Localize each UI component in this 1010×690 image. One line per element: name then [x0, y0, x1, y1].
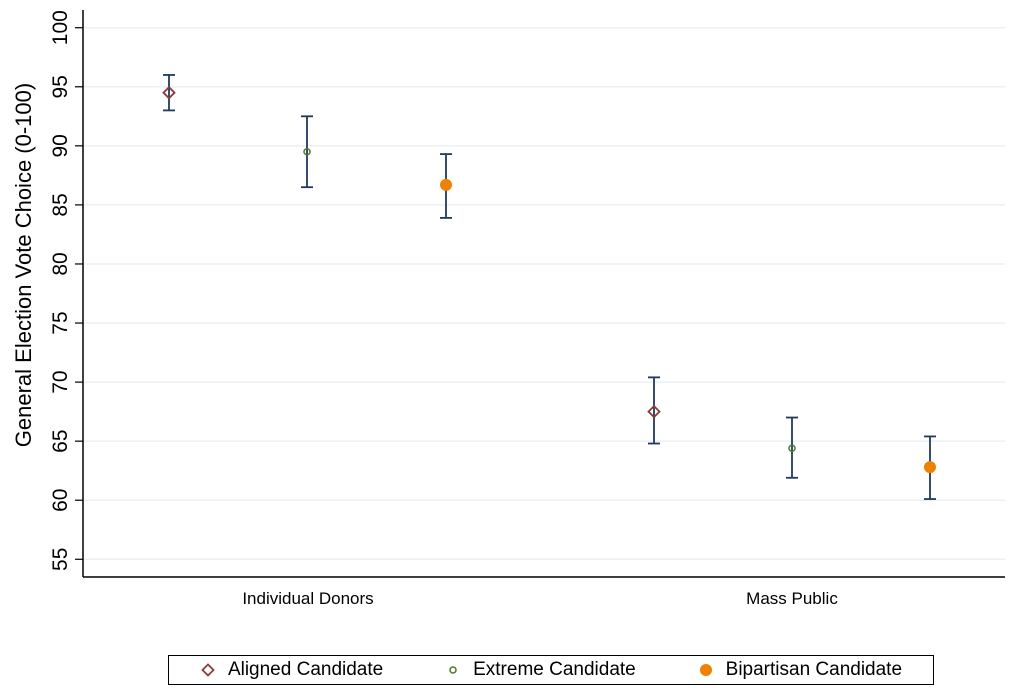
- y-axis: 55 60 65 70 75 80 85 90 95 100: [49, 10, 84, 577]
- data-point: [647, 404, 661, 419]
- y-tick-label: 90: [49, 134, 72, 157]
- legend: Aligned Candidate Extreme Candidate Bipart…: [168, 655, 934, 685]
- y-tick-label: 85: [49, 193, 72, 216]
- y-tick-label: 80: [49, 252, 72, 275]
- y-tick-label: 70: [49, 370, 72, 393]
- legend-label: Bipartisan Candidate: [725, 659, 903, 680]
- data-point: [924, 461, 936, 474]
- x-axis: Individual Donors Mass Public: [83, 576, 1005, 608]
- data-points: [162, 85, 936, 474]
- y-tick-label: 75: [49, 311, 72, 334]
- x-group-label: Individual Donors: [242, 589, 373, 608]
- legend-marker-icon: [201, 663, 215, 677]
- y-tick-label: 95: [49, 75, 72, 98]
- x-group-label: Mass Public: [746, 589, 838, 608]
- y-tick-label: 100: [49, 10, 72, 45]
- y-tick-label: 65: [49, 429, 72, 452]
- legend-marker-icon: [699, 664, 712, 676]
- legend-label: Aligned Candidate: [227, 659, 384, 680]
- y-tick-label: 60: [49, 489, 72, 512]
- legend-item: Aligned Candidate: [200, 659, 383, 681]
- error-bars: [163, 74, 936, 500]
- chart: 55 60 65 70 75 80 85 90 95 100 Individual Donors M…: [11, 10, 1005, 608]
- legend-marker: [201, 663, 215, 677]
- legend-label: Extreme Candidate: [473, 659, 636, 680]
- grid: [83, 26, 1005, 561]
- legend-marker-icon: [449, 666, 457, 674]
- legend-item: Bipartisan Candidate: [698, 659, 902, 681]
- y-tick-label: 55: [49, 548, 72, 571]
- data-point: [162, 85, 176, 100]
- legend-marker: [699, 664, 712, 676]
- y-axis-label: General Election Vote Choice (0-100): [11, 83, 36, 447]
- legend-item: Extreme Candidate: [445, 659, 636, 681]
- legend-marker: [449, 666, 457, 674]
- data-point: [788, 444, 796, 453]
- data-point: [303, 147, 311, 156]
- data-point: [440, 178, 452, 191]
